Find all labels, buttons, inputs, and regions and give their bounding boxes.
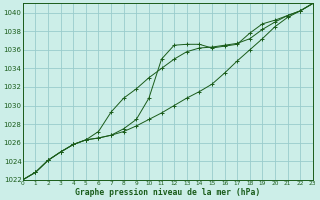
X-axis label: Graphe pression niveau de la mer (hPa): Graphe pression niveau de la mer (hPa) [75,188,260,197]
